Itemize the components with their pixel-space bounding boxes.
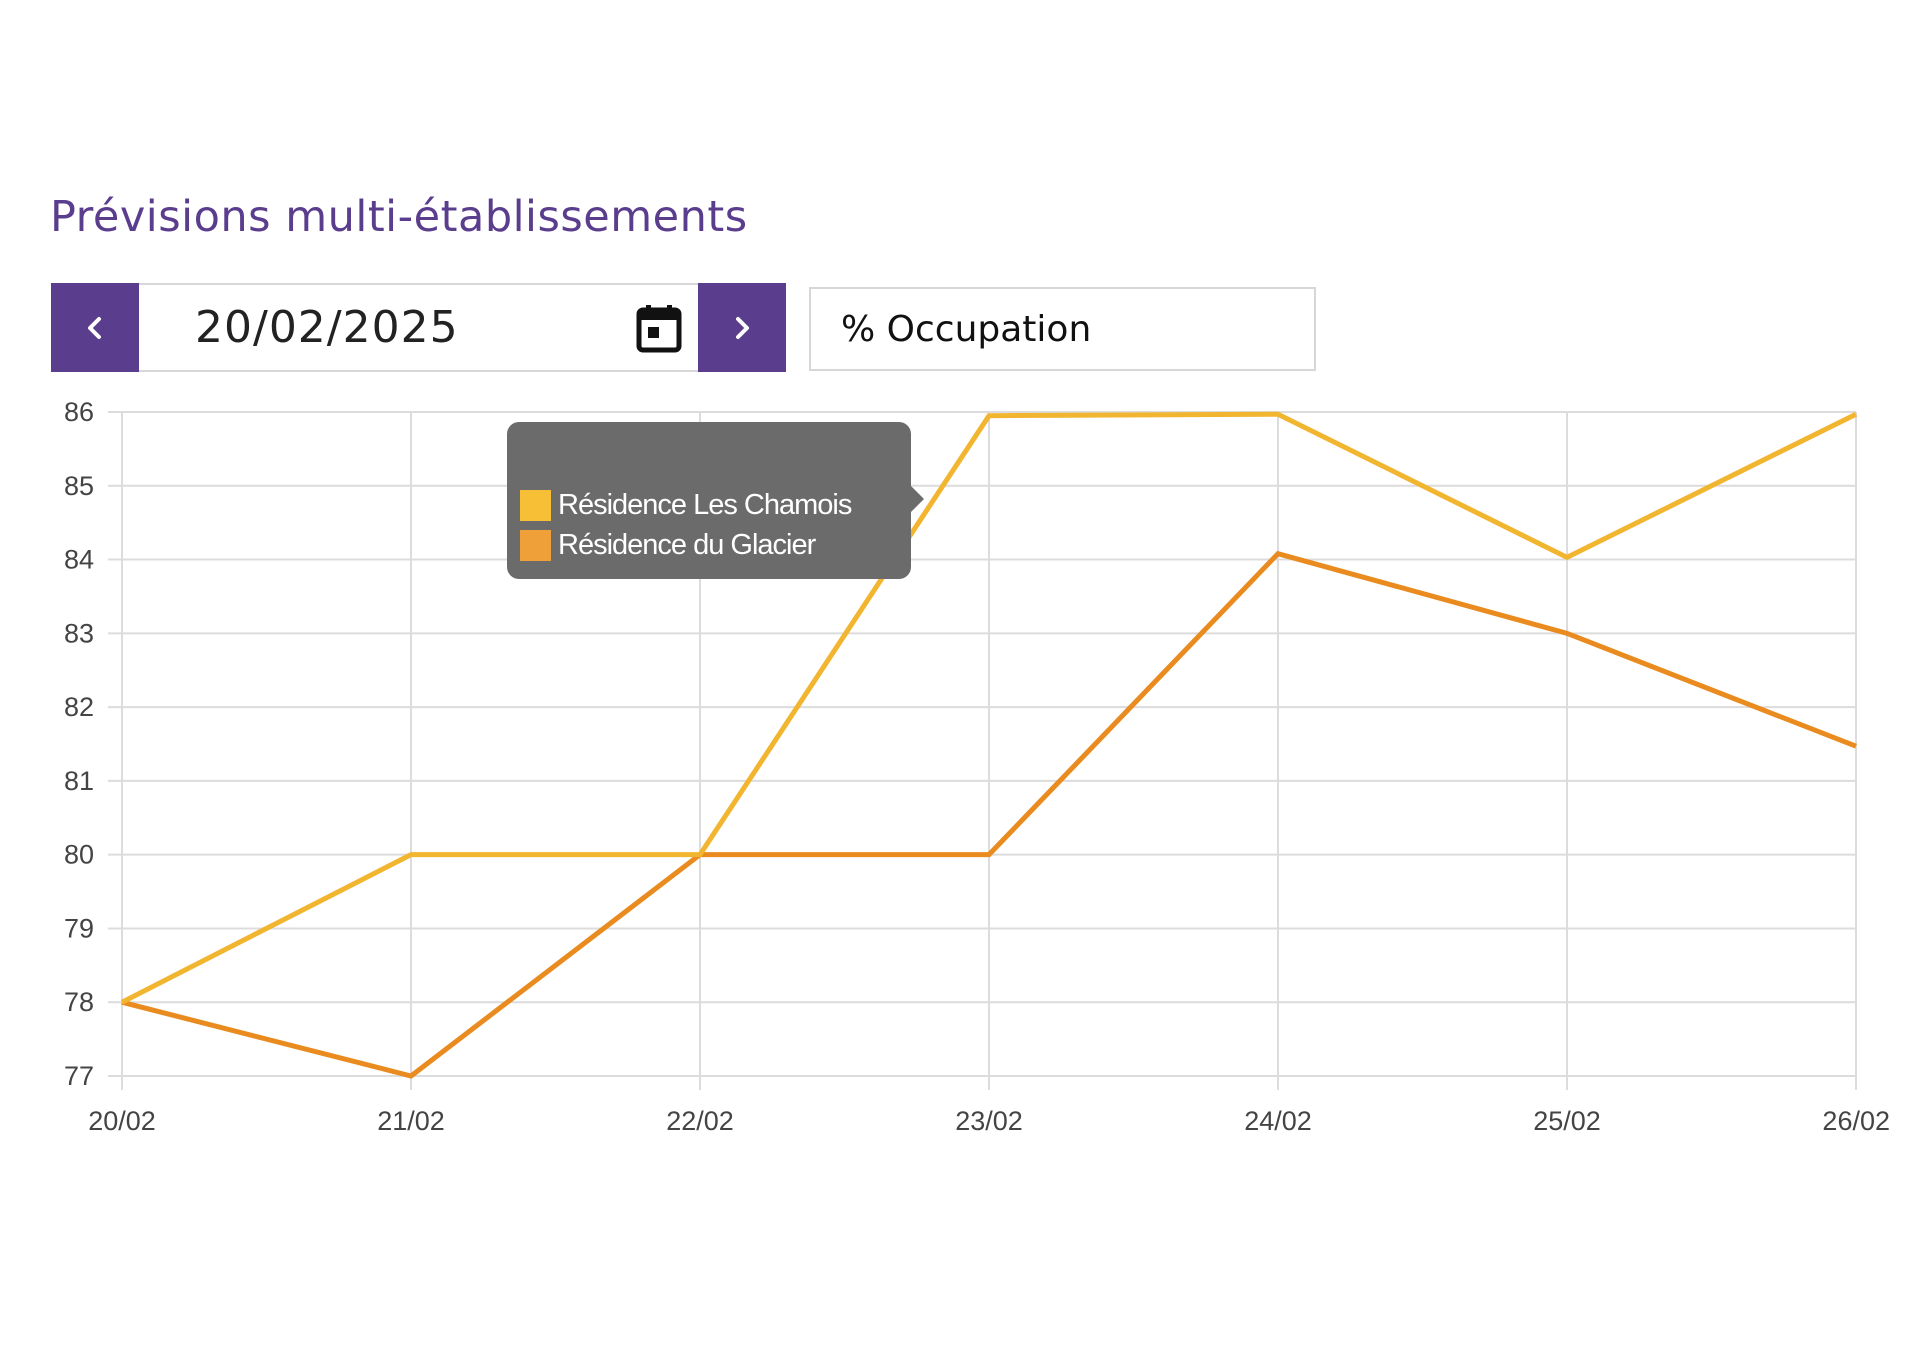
series-line-0 (120, 411, 1858, 1005)
x-tick-label: 25/02 (1533, 1106, 1601, 1136)
x-tick-label: 21/02 (377, 1106, 445, 1136)
chart-series (120, 411, 1858, 1079)
tooltip-label: Résidence du Glacier (558, 528, 816, 561)
date-input[interactable]: 20/02/2025 (139, 283, 698, 372)
y-tick-label: 78 (64, 987, 94, 1017)
metric-select-value: % Occupation (841, 308, 1092, 350)
x-tick-label: 22/02 (666, 1106, 734, 1136)
y-tick-label: 86 (64, 397, 94, 427)
tooltip-row-chamois: Résidence Les Chamois (520, 485, 911, 525)
y-tick-label: 85 (64, 471, 94, 501)
chevron-left-icon (88, 316, 101, 339)
tooltip-swatch (520, 529, 551, 561)
y-tick-label: 80 (64, 840, 94, 870)
calendar-icon[interactable] (636, 303, 682, 353)
y-tick-label: 82 (64, 692, 94, 722)
tooltip-swatch (520, 489, 551, 521)
y-tick-label: 79 (64, 913, 94, 943)
date-navigator: 20/02/2025 (51, 283, 786, 372)
date-value: 20/02/2025 (195, 302, 459, 353)
prev-date-button[interactable] (51, 283, 139, 372)
next-date-button[interactable] (698, 283, 786, 372)
chart-tooltip: Résidence Les Chamois Résidence du Glaci… (507, 422, 924, 579)
x-tick-label: 26/02 (1822, 1106, 1890, 1136)
x-tick-label: 20/02 (88, 1106, 156, 1136)
x-tick-label: 23/02 (955, 1106, 1023, 1136)
chart-grid (108, 411, 1857, 1090)
y-tick-label: 77 (64, 1061, 94, 1091)
series-line-1 (121, 550, 1857, 1079)
y-axis-ticks: 77 78 79 80 81 82 83 84 85 86 (64, 397, 94, 1091)
y-tick-label: 83 (64, 618, 94, 648)
tooltip-label: Résidence Les Chamois (558, 488, 852, 521)
y-tick-label: 81 (64, 766, 94, 796)
chevron-right-icon (736, 316, 749, 339)
y-tick-label: 84 (64, 545, 94, 575)
tooltip-row-glacier: Résidence du Glacier (520, 525, 911, 565)
x-tick-label: 24/02 (1244, 1106, 1312, 1136)
page-title: Prévisions multi-établissements (50, 192, 748, 242)
metric-select[interactable]: % Occupation (809, 287, 1316, 371)
x-axis-ticks: 20/02 21/02 22/02 23/02 24/02 25/02 26/02 (88, 1106, 1890, 1136)
